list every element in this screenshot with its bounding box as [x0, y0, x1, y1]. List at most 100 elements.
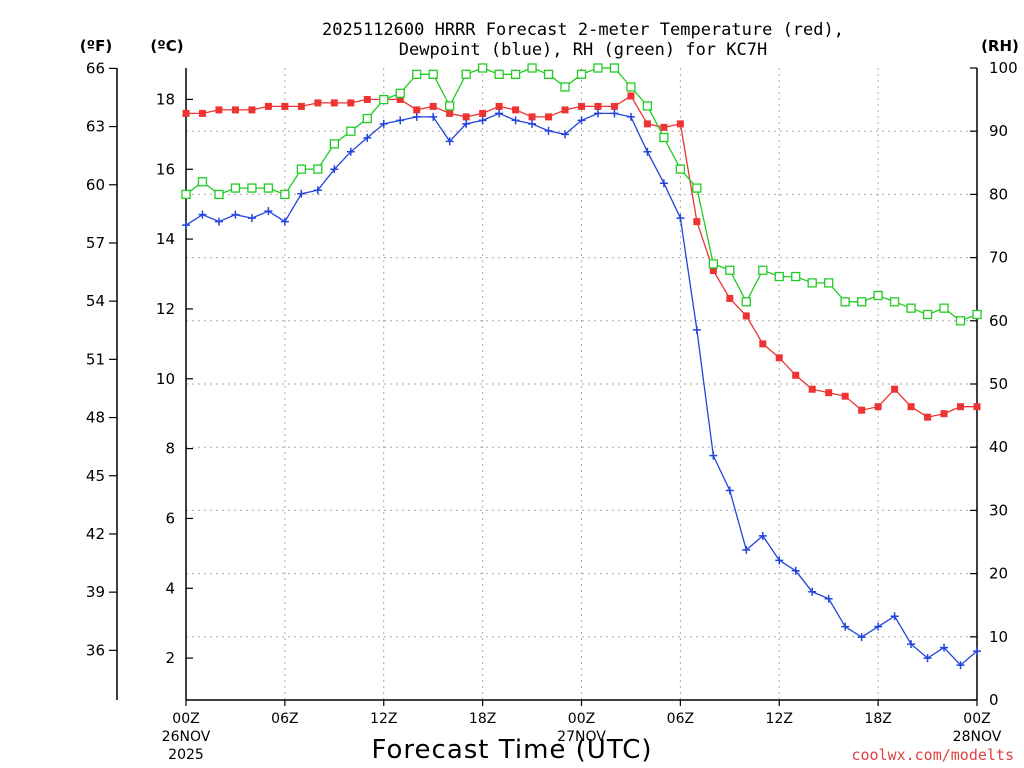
rh-point: [922, 309, 933, 320]
temperature-point: [578, 102, 585, 110]
x-tick-label: 00Z: [963, 711, 990, 727]
temperature-point: [264, 102, 272, 110]
dewpoint-point: [923, 654, 932, 663]
temperature-point: [215, 106, 223, 114]
dewpoint-point: [544, 126, 553, 135]
fahrenheit-tick-label: 45: [86, 467, 105, 485]
x-tick-date: 27NOV: [557, 729, 606, 745]
temperature-point: [709, 267, 717, 275]
x-axis-label: Forecast Time (UTC): [371, 735, 652, 765]
temperature-point: [429, 102, 437, 110]
temperature-point: [907, 403, 915, 411]
rh-point: [807, 278, 817, 288]
fahrenheit-tick-label: 42: [86, 525, 105, 543]
rh-point: [445, 101, 455, 111]
rh-tick-label: 0: [989, 691, 999, 709]
rh-tick-label: 70: [989, 249, 1008, 267]
fahrenheit-tick-label: 57: [86, 234, 105, 252]
rh-point: [873, 290, 883, 301]
rh-point: [379, 94, 389, 105]
rh-point: [609, 63, 620, 73]
rh-point: [626, 82, 636, 92]
dewpoint-point: [528, 119, 537, 128]
celsius-tick-label: 6: [165, 509, 175, 527]
data-series: [181, 63, 982, 670]
temperature-point: [775, 354, 783, 362]
temperature-point: [528, 113, 536, 121]
temperature-point: [495, 102, 503, 110]
dewpoint-point: [676, 214, 685, 223]
rh-point: [791, 271, 801, 282]
fahrenheit-tick-label: 54: [86, 292, 105, 310]
rh-point: [824, 278, 834, 288]
temperature-point: [446, 109, 454, 117]
dewpoint-point: [198, 210, 207, 219]
rh-point: [576, 69, 587, 79]
rh-tick-label: 90: [989, 122, 1008, 140]
temperature-point: [545, 113, 553, 121]
title-line-1: 2025112600 HRRR Forecast 2-meter Tempera…: [322, 20, 844, 40]
dewpoint-point: [379, 119, 388, 128]
celsius-tick-label: 16: [156, 160, 175, 178]
temperature-point: [693, 218, 701, 226]
credit-watermark: coolwx.com/modelts: [851, 746, 1014, 764]
dewpoint-point: [412, 112, 421, 121]
temperature-point: [462, 113, 470, 121]
rh-point: [939, 303, 949, 313]
temperature-point: [676, 120, 684, 128]
celsius-tick-label: 10: [156, 370, 175, 388]
dewpoint-point: [643, 147, 652, 156]
rh-point: [181, 189, 191, 200]
dewpoint-point: [297, 189, 306, 198]
temperature-point: [940, 410, 948, 418]
dewpoint-point: [346, 147, 355, 156]
x-tick-label: 00Z: [568, 711, 595, 727]
temperature-point: [314, 99, 322, 107]
fahrenheit-tick-label: 66: [86, 59, 105, 77]
temperature-point: [512, 106, 520, 114]
rh-point: [346, 126, 356, 136]
temperature-point: [808, 385, 816, 393]
rh-point: [477, 63, 488, 73]
temperature-point: [248, 106, 256, 114]
rh-point: [494, 69, 504, 79]
fahrenheit-tick-label: 36: [86, 641, 105, 659]
x-tick-year: 2025: [168, 747, 204, 763]
dewpoint-point: [495, 109, 504, 118]
rh-unit-label: (RH): [981, 37, 1019, 55]
rh-point: [395, 88, 405, 98]
dewpoint-point: [940, 643, 949, 652]
rh-point: [774, 271, 784, 282]
temperature-point: [413, 106, 421, 114]
dewpoint-point: [593, 109, 602, 118]
dewpoint-point: [429, 112, 438, 121]
temperature-point: [957, 403, 965, 411]
fahrenheit-tick-label: 51: [86, 350, 105, 368]
fahrenheit-unit-label: (ºF): [80, 37, 112, 55]
x-tick-label: 12Z: [370, 711, 397, 727]
rh-point: [428, 69, 438, 79]
rh-point: [197, 177, 208, 187]
rh-tick-label: 30: [989, 501, 1008, 519]
dewpoint-point: [313, 186, 322, 195]
temperature-point: [891, 385, 899, 393]
dewpoint-point: [330, 165, 339, 174]
temperature-point: [825, 389, 833, 397]
rh-point: [972, 309, 982, 320]
temperature-point: [363, 95, 371, 103]
axes: 2 4 6 8 10 12 14 16 18 36 39 42 45 48 51 54 57 60 63 66 0 10 2…: [86, 59, 1018, 763]
rh-point: [543, 69, 554, 79]
temperature-point: [297, 102, 305, 110]
temperature-point: [396, 95, 404, 103]
celsius-tick-label: 18: [156, 90, 175, 108]
rh-point: [758, 265, 768, 275]
dewpoint-point: [890, 612, 899, 621]
dewpoint-point: [280, 217, 289, 226]
rh-point: [593, 63, 603, 73]
rh-tick-label: 100: [989, 59, 1018, 77]
dewpoint-point: [791, 566, 800, 575]
dewpoint-point: [511, 116, 520, 125]
dewpoint-point: [874, 622, 883, 631]
rh-point: [708, 259, 718, 269]
